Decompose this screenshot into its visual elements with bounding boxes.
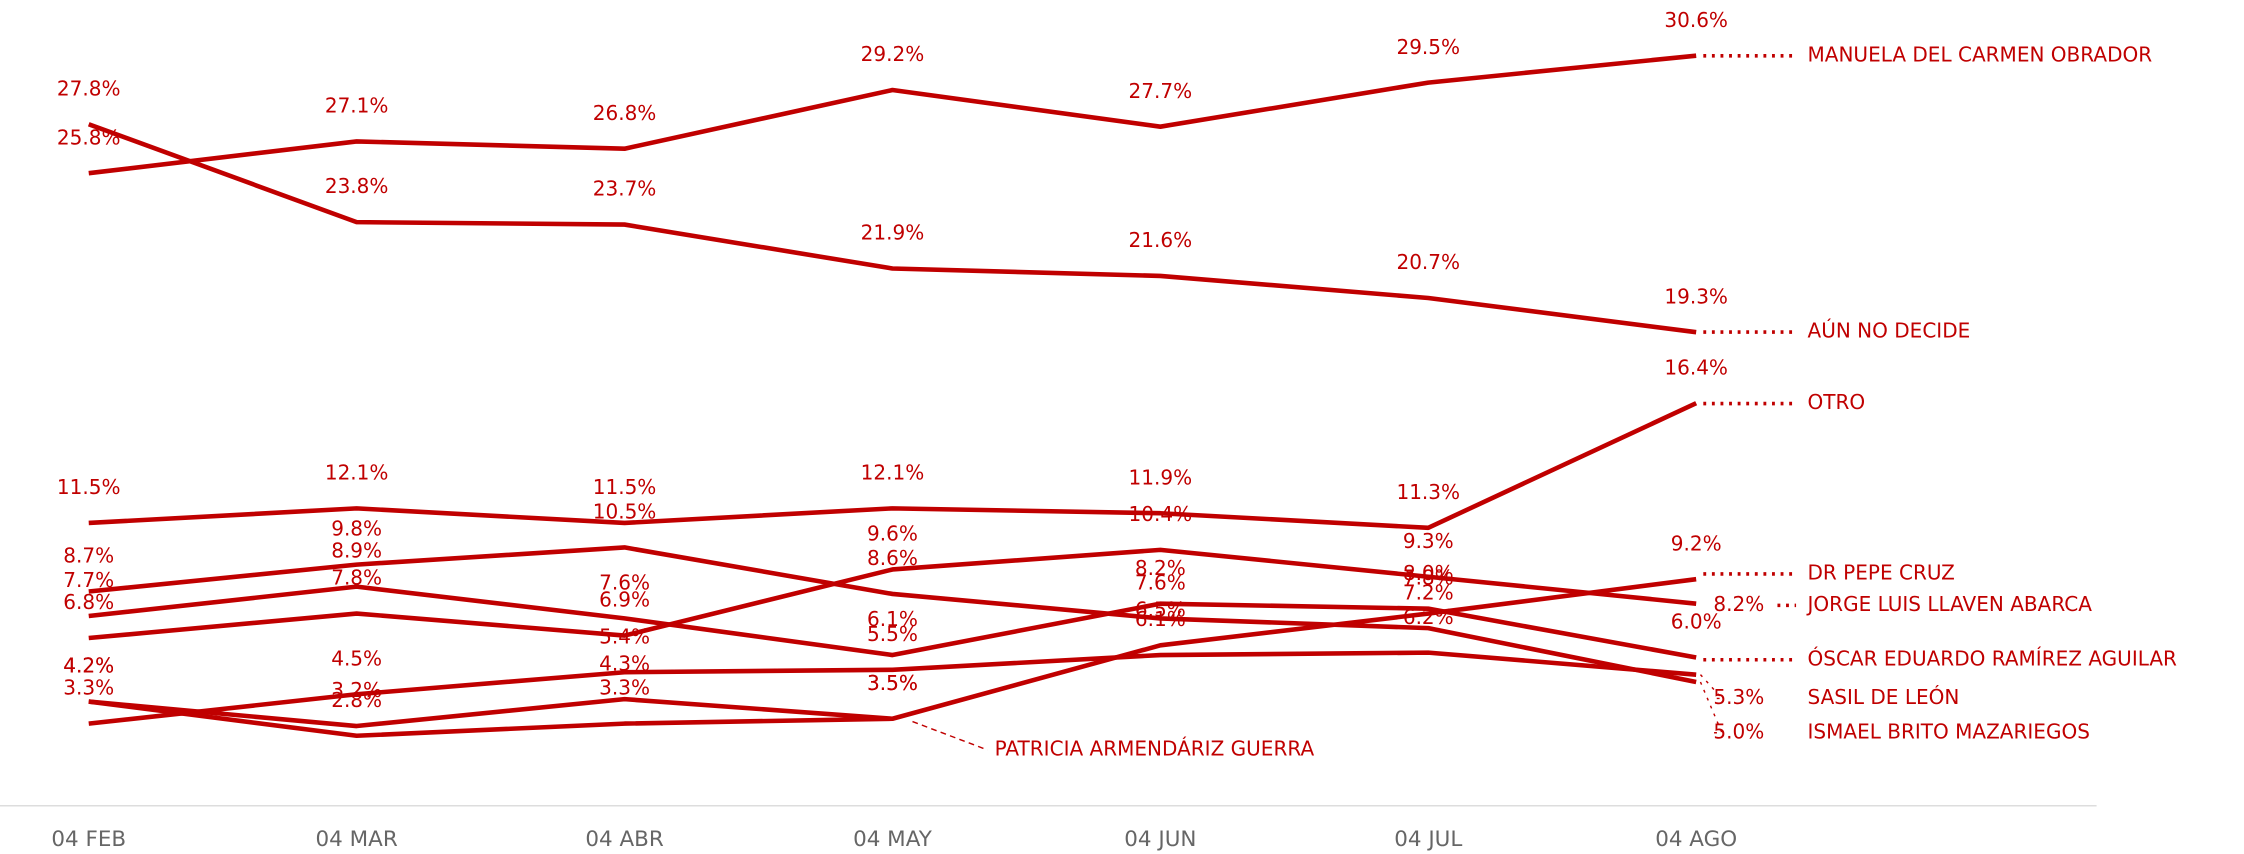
value-label: 8.6% [867, 546, 918, 570]
value-label: 8.9% [331, 539, 382, 563]
value-label: 4.2% [63, 654, 114, 678]
series-name: AÚN NO DECIDE [1808, 319, 1971, 343]
value-label: 7.2% [1403, 580, 1454, 604]
x-tick-label: 04 JUN [1124, 827, 1196, 852]
series-name: OTRO [1808, 390, 1866, 414]
x-tick-label: 04 AGO [1655, 827, 1737, 852]
value-label: 7.6% [1135, 571, 1186, 595]
value-label: 11.5% [57, 475, 121, 499]
value-label: 5.3% [1713, 685, 1764, 709]
value-label: 4.2% [63, 654, 114, 678]
value-label: 16.4% [1664, 355, 1728, 379]
value-label: 9.2% [1671, 531, 1722, 555]
series-line [88, 650, 1697, 726]
value-label: 3.3% [63, 676, 114, 700]
value-label: 25.8% [57, 125, 121, 149]
value-label: 5.5% [867, 622, 918, 646]
value-label: 4.3% [599, 651, 650, 675]
value-label: 27.1% [325, 94, 389, 118]
value-label: 6.8% [63, 590, 114, 614]
series-name: JORGE LUIS LLAVEN ABARCA [1806, 592, 2093, 616]
series-line [88, 401, 1698, 531]
value-label: 5.4% [599, 624, 650, 648]
value-label: 3.3% [599, 676, 650, 700]
value-label: 8.2% [1135, 556, 1186, 580]
series-line [88, 584, 1697, 660]
series-line [88, 547, 1697, 641]
value-label: 8.0% [1403, 561, 1454, 585]
name-leader [912, 720, 988, 751]
value-label: 3.2% [331, 678, 382, 702]
value-label: 9.3% [1403, 529, 1454, 553]
value-label: 21.6% [1129, 228, 1193, 252]
series-name: MANUELA DEL CARMEN OBRADOR [1808, 42, 2153, 66]
value-label: 12.1% [325, 460, 389, 484]
series-line [88, 53, 1697, 176]
value-label: 29.2% [861, 42, 925, 66]
value-label: 19.3% [1664, 284, 1728, 308]
value-label: 3.5% [867, 671, 918, 695]
value-label: 8.7% [63, 544, 114, 568]
value-label: 29.5% [1396, 35, 1460, 59]
x-tick-label: 04 MAR [316, 827, 398, 852]
value-label: 23.8% [325, 174, 389, 198]
value-label: 11.9% [1129, 465, 1193, 489]
value-label: 4.5% [331, 646, 382, 670]
value-label: 6.9% [599, 588, 650, 612]
value-label: 23.7% [593, 177, 657, 201]
value-label: 6.2% [1403, 605, 1454, 629]
value-label: 10.5% [593, 500, 657, 524]
x-tick-label: 04 ABR [585, 827, 664, 852]
series-line [88, 545, 1697, 685]
value-label: 20.7% [1396, 250, 1460, 274]
value-label: 27.7% [1129, 79, 1193, 103]
value-label: 21.9% [861, 221, 925, 245]
value-label: 12.1% [861, 460, 925, 484]
value-label: 9.6% [867, 522, 918, 546]
value-label: 30.6% [1664, 8, 1728, 32]
value-label: 7.6% [599, 571, 650, 595]
value-label: 11.5% [593, 475, 657, 499]
value-label: 6.0% [1671, 610, 1722, 634]
x-tick-label: 04 FEB [51, 827, 126, 852]
value-label: 26.8% [593, 101, 657, 125]
series-name: DR PEPE CRUZ [1808, 560, 1955, 584]
x-tick-label: 04 MAY [853, 827, 933, 852]
x-tick-label: 04 JUL [1394, 827, 1462, 852]
value-label: 9.8% [331, 517, 382, 541]
value-label: 27.8% [57, 76, 121, 100]
series-name: ISMAEL BRITO MAZARIEGOS [1808, 719, 2090, 743]
name-leader [1699, 674, 1724, 700]
value-label: 8.2% [1713, 592, 1764, 616]
series-line [88, 576, 1697, 739]
value-label: 10.4% [1129, 502, 1193, 526]
series-name: SASIL DE LEÓN [1808, 685, 1960, 709]
series-name: PATRICIA ARMENDÁRIZ GUERRA [995, 736, 1315, 760]
value-label: 11.3% [1396, 480, 1460, 504]
value-label: 6.1% [867, 607, 918, 631]
series-line [87, 122, 1697, 335]
series-line [88, 696, 893, 729]
name-leader [1699, 681, 1724, 734]
series-name: ÓSCAR EDUARDO RAMÍREZ AGUILAR [1808, 646, 2178, 670]
value-label: 3.5% [867, 671, 918, 695]
